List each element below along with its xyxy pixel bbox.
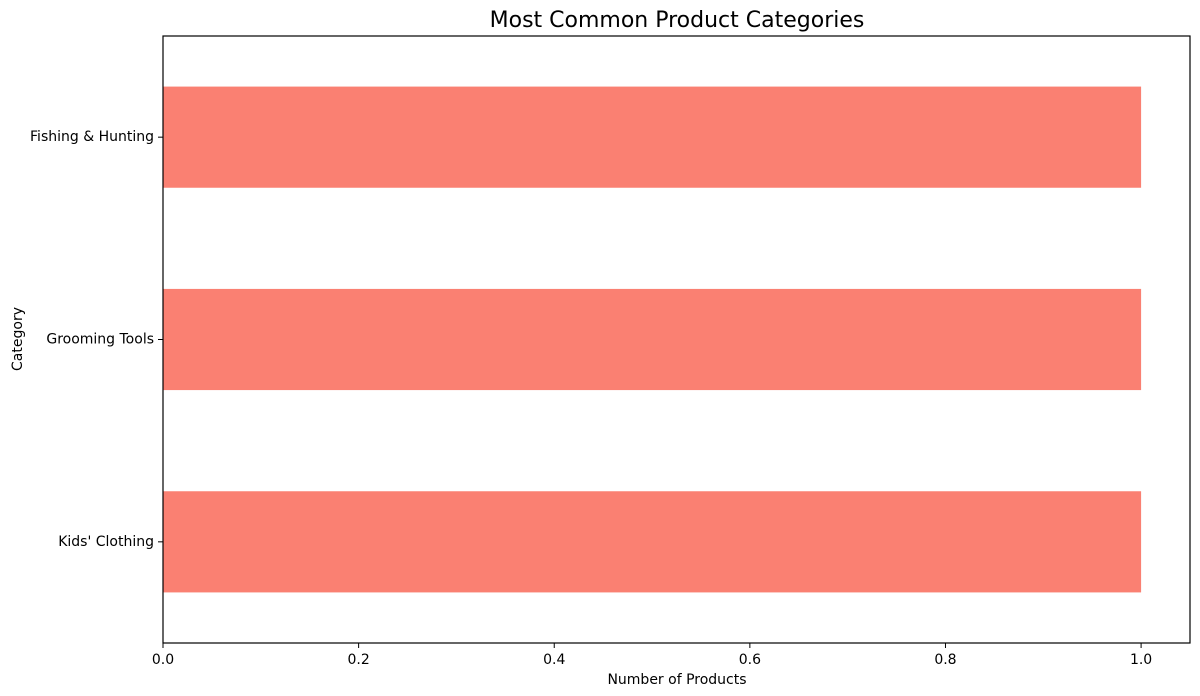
y-axis-label: Category xyxy=(10,307,26,371)
x-tick-label: 0.8 xyxy=(934,652,956,668)
x-tick-label: 1.0 xyxy=(1130,652,1152,668)
x-tick-label: 0.2 xyxy=(347,652,369,668)
y-tick-label: Kids' Clothing xyxy=(58,534,154,550)
bar-grooming-tools xyxy=(163,288,1142,391)
x-axis-ticks: 0.0 0.2 0.4 0.6 0.8 1.0 xyxy=(152,643,1152,668)
y-axis-ticks: Fishing & Hunting Grooming Tools Kids' Clo… xyxy=(30,129,163,550)
bar-kids-clothing xyxy=(163,491,1142,593)
x-axis-label: Number of Products xyxy=(607,672,746,688)
y-tick-label: Fishing & Hunting xyxy=(30,129,154,145)
bar-fishing-hunting xyxy=(163,86,1142,188)
chart-title: Most Common Product Categories xyxy=(490,8,865,33)
y-tick-label: Grooming Tools xyxy=(46,332,154,348)
x-tick-label: 0.0 xyxy=(152,652,174,668)
bars-group xyxy=(163,86,1142,593)
x-tick-label: 0.6 xyxy=(739,652,761,668)
x-tick-label: 0.4 xyxy=(543,652,565,668)
